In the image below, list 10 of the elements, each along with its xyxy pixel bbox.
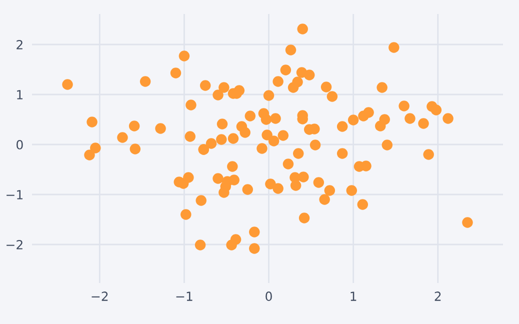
x-tick-label: −2 — [92, 292, 108, 301]
y-tick-label: −2 — [6, 240, 22, 250]
x-tick-label: 0 — [266, 292, 272, 302]
x-tick-label: 2 — [434, 292, 441, 301]
y-tick-label: −1 — [6, 190, 23, 200]
y-tick-label: 1 — [17, 90, 23, 100]
x-tick-label: −1 — [176, 292, 192, 301]
x-tick-label: 1 — [350, 292, 356, 301]
y-tick-label: 2 — [16, 40, 22, 50]
y-tick-label: 0 — [16, 140, 23, 150]
